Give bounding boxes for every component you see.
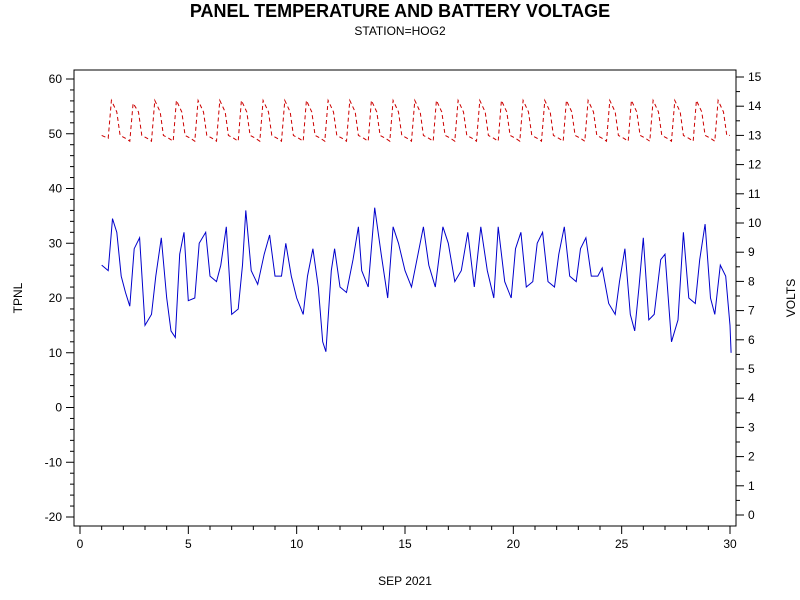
series-layer [101,98,732,353]
y-tick-label: -10 [45,455,63,469]
y2-tick-label: 14 [748,99,762,113]
y-tick-label: -20 [45,510,63,524]
tpnl-series-line [101,207,732,353]
x-tick-label: 25 [615,537,629,551]
volts-series-line [101,98,730,143]
y2-tick-label: 3 [748,420,755,434]
y2-axis-label: VOLTS [784,279,798,317]
y-tick-label: 40 [49,182,63,196]
x-axis-label: SEP 2021 [378,574,432,588]
y2-tick-label: 13 [748,128,762,142]
y2-tick-label: 9 [748,245,755,259]
y2-tick-label: 12 [748,158,762,172]
x-tick-label: 15 [398,537,412,551]
x-axis: 0 5 10 15 20 25 30 [77,526,737,551]
y2-tick-label: 7 [748,304,755,318]
y2-tick-label: 5 [748,362,755,376]
y-tick-label: 20 [49,291,63,305]
y2-tick-label: 15 [748,70,762,84]
chart-subtitle: STATION=HOG2 [354,24,446,38]
chart-title: PANEL TEMPERATURE AND BATTERY VOLTAGE [190,1,610,21]
y-tick-label: 60 [49,72,63,86]
y2-tick-label: 10 [748,216,762,230]
x-tick-label: 5 [185,537,192,551]
y2-tick-label: 6 [748,333,755,347]
x-tick-label: 10 [290,537,304,551]
y2-tick-label: 1 [748,479,755,493]
y-tick-label: 30 [49,236,63,250]
x-tick-label: 20 [507,537,521,551]
x-tick-label: 0 [77,537,84,551]
y2-tick-label: 0 [748,508,755,522]
y2-tick-label: 11 [748,187,761,201]
y-tick-label: 10 [49,346,63,360]
x-tick-label: 30 [723,537,737,551]
y-axis-label: TPNL [11,282,25,313]
y-tick-label: 0 [55,401,62,415]
y2-tick-label: 4 [748,391,755,405]
y-tick-label: 50 [49,127,63,141]
y2-tick-label: 8 [748,274,755,288]
y-axis: -20 -10 0 10 20 30 40 50 60 [45,72,74,524]
y2-tick-label: 2 [748,450,755,464]
